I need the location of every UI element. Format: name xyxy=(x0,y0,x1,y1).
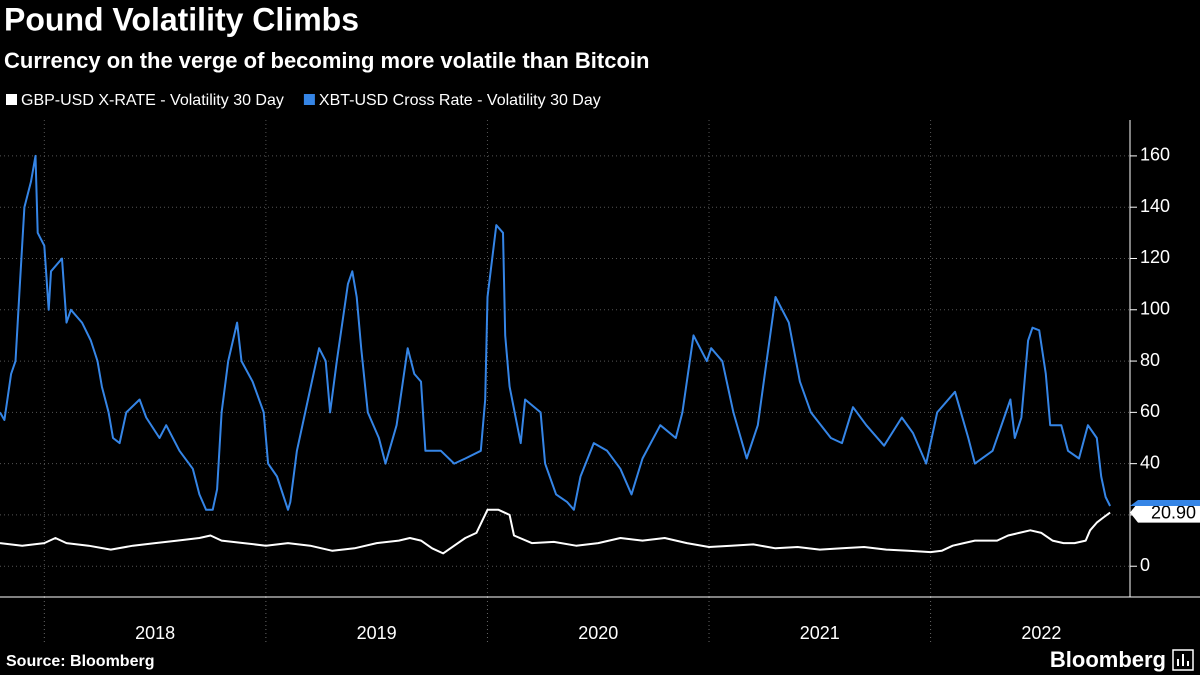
x-tick-label: 2022 xyxy=(1021,623,1061,643)
y-tick-label: 40 xyxy=(1140,452,1160,472)
legend-swatch xyxy=(303,94,315,105)
legend-label: GBP-USD X-RATE - Volatility 30 Day xyxy=(21,92,284,109)
brand: Bloomberg xyxy=(1050,647,1166,672)
y-tick-label: 160 xyxy=(1140,145,1170,165)
x-tick-label: 2020 xyxy=(578,623,618,643)
last-value-label: 20.90 xyxy=(1151,502,1196,522)
series-line xyxy=(0,508,1111,555)
legend-label: XBT-USD Cross Rate - Volatility 30 Day xyxy=(319,92,601,109)
y-tick-label: 60 xyxy=(1140,401,1160,421)
legend-swatch xyxy=(6,94,17,105)
y-tick-label: 100 xyxy=(1140,299,1170,319)
y-tick-label: 80 xyxy=(1140,350,1160,370)
x-tick-label: 2019 xyxy=(357,623,397,643)
brand-icon xyxy=(1172,649,1194,671)
chart-subtitle: Currency on the verge of becoming more v… xyxy=(4,48,649,73)
icon-frame xyxy=(1172,649,1194,671)
last-value-tab xyxy=(1130,499,1200,506)
y-tick-label: 0 xyxy=(1140,555,1150,575)
y-tick-label: 140 xyxy=(1140,196,1170,216)
y-tick-label: 120 xyxy=(1140,247,1170,267)
x-tick-label: 2018 xyxy=(135,623,175,643)
chart-title: Pound Volatility Climbs xyxy=(4,1,359,37)
series-line xyxy=(0,154,1111,511)
source: Source: Bloomberg xyxy=(6,653,154,670)
x-tick-label: 2021 xyxy=(800,623,840,643)
last-value-box xyxy=(1130,502,1200,523)
